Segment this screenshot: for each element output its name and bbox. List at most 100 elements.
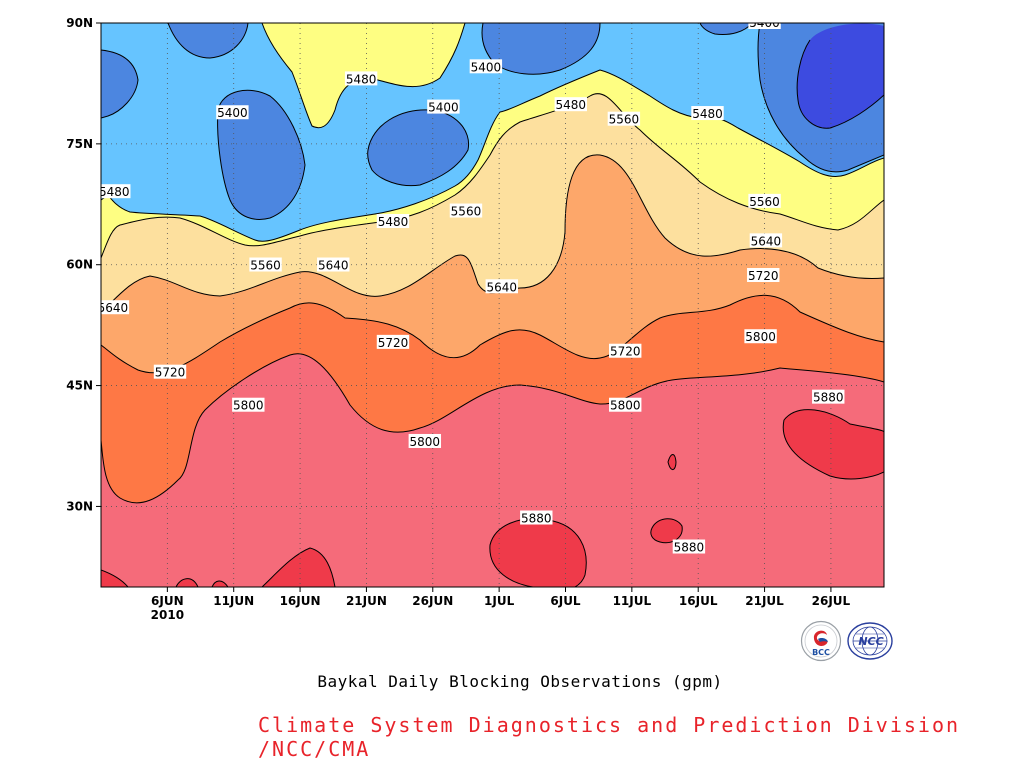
x-tick-label: 6JUL xyxy=(550,594,581,608)
ncc-logo-text: NCC xyxy=(858,635,883,648)
contour-label-bg xyxy=(691,106,724,121)
contour-label: 5400 xyxy=(427,99,460,115)
contour-label: 5640 xyxy=(317,257,350,273)
contour-label-text: 5480 xyxy=(378,215,409,229)
contour-label-text: 5560 xyxy=(250,259,281,273)
contour-label-bg xyxy=(376,214,410,229)
x-tick-label: 21JUN xyxy=(346,594,387,608)
contour-label-text: 5560 xyxy=(451,205,482,219)
contour-label: 5640 xyxy=(98,300,130,315)
contour-label-text: 5720 xyxy=(610,345,641,359)
contour-label-bg xyxy=(748,193,781,208)
contour-label-text: 5640 xyxy=(318,259,349,273)
fill-above-5880-blob-4 xyxy=(101,570,128,587)
contour-label: 5800 xyxy=(408,433,442,449)
x-tick-label: 1JUL xyxy=(484,594,515,608)
contour-label: 5720 xyxy=(609,343,642,359)
contour-label-bg xyxy=(609,397,642,412)
fill-above-5880-blob-6 xyxy=(176,578,228,587)
contour-label-bg xyxy=(427,99,460,114)
contour-label-bg xyxy=(408,433,442,448)
contour-label-bg xyxy=(101,184,131,199)
contour-label-text: 5400 xyxy=(471,60,502,74)
fill-below-5400-5 xyxy=(482,23,600,75)
contour-label: 5480 xyxy=(344,71,378,86)
contour-label: 5400 xyxy=(748,16,781,30)
ncc-logo: NCC xyxy=(847,622,893,660)
x-axis: 6JUN 11JUN 16JUN 21JUN 26JUN 1JUL 6JUL 11JUL 16J… xyxy=(151,587,851,622)
contour-label-text: 5880 xyxy=(521,512,552,526)
contour-label-bg xyxy=(317,257,350,272)
contour-label-bg xyxy=(344,71,378,86)
contour-label-bg xyxy=(376,334,410,349)
contour-label-bg xyxy=(609,343,642,358)
contour-label: 5800 xyxy=(609,397,642,413)
fill-below-5400-8 xyxy=(797,23,884,129)
x-tick-label: 16JUL xyxy=(679,594,718,608)
fill-above-5880-blob-7 xyxy=(668,454,676,470)
fill-above-5880-blob-1 xyxy=(489,518,587,587)
y-tick-label: 45N xyxy=(66,379,93,393)
contour-label-text: 5720 xyxy=(378,336,409,350)
fill-above-5880-blob-2 xyxy=(650,518,683,543)
contour-label-bg xyxy=(554,97,587,112)
contour-label: 5800 xyxy=(232,397,265,413)
contour-label: 5880 xyxy=(812,389,845,405)
y-tick-label: 30N xyxy=(66,499,93,513)
contour-label: 5800 xyxy=(744,329,777,344)
contour-label-text: 5400 xyxy=(217,106,248,120)
contour-label-bg xyxy=(744,329,777,344)
contour-label-text: 5560 xyxy=(749,195,780,209)
x-tick-label: 26JUN xyxy=(412,594,453,608)
x-tick-label: 6JUN xyxy=(151,594,184,608)
contour-label-bg xyxy=(449,203,483,218)
contour-label-text: 5800 xyxy=(745,330,776,344)
bcc-logo-text: BCC xyxy=(812,648,830,657)
contour-label-text: 5400 xyxy=(749,16,780,30)
contour-label: 5560 xyxy=(748,193,781,209)
contour-label-text: 5480 xyxy=(346,72,377,86)
contour-label: 5480 xyxy=(101,184,131,199)
contour-label-bg xyxy=(812,389,845,404)
y-tick-label: 90N xyxy=(66,16,93,30)
contour-label-bg xyxy=(607,111,641,126)
contour-label-bg xyxy=(485,279,518,294)
contour-label-text: 5640 xyxy=(751,234,782,248)
fill-above-5880-blob-5 xyxy=(262,548,335,587)
y-axis: 30N 45N 60N 75N 90N xyxy=(66,16,101,513)
x-tick-label: 21JUL xyxy=(745,594,784,608)
contour-labels: 5400 5480 5400 5400 5400 5480 5560 5480 5480 5480… xyxy=(98,16,845,555)
contour-label-bg xyxy=(249,257,282,272)
contour-label-text: 5640 xyxy=(98,301,129,315)
contour-label: 5480 xyxy=(691,106,724,121)
contour-label: 5720 xyxy=(153,364,187,380)
plot-frame xyxy=(100,22,885,588)
contour-fills: 5400 5480 5400 5400 5400 5480 5560 5480 5480 5480… xyxy=(98,16,884,587)
contour-label-text: 5800 xyxy=(410,435,441,449)
contour-label-bg xyxy=(469,59,503,74)
contour-label-bg xyxy=(153,364,187,379)
contour-label-bg xyxy=(672,539,706,554)
fill-below-5400-3 xyxy=(217,90,305,220)
bcc-logo: BCC xyxy=(800,620,842,662)
contour-label-bg xyxy=(748,23,781,29)
grid-lines xyxy=(101,23,884,587)
contour-label: 5720 xyxy=(747,267,780,283)
contour-label-text: 5480 xyxy=(692,107,723,121)
contour-label: 5640 xyxy=(749,233,783,248)
y-tick-label: 75N xyxy=(66,137,93,151)
fill-below-5400-1 xyxy=(101,50,138,118)
contour-label-text: 5800 xyxy=(233,399,264,413)
contour-label-text: 5800 xyxy=(610,399,641,413)
contour-label-text: 5720 xyxy=(748,269,779,283)
y-tick-label: 60N xyxy=(66,258,93,272)
contour-label-text: 5400 xyxy=(428,101,459,115)
x-tick-label: 11JUN xyxy=(213,594,254,608)
x-year-label: 2010 xyxy=(151,608,184,622)
contour-label-text: 5880 xyxy=(674,541,705,555)
contour-label: 5560 xyxy=(607,111,641,127)
contour-label-bg xyxy=(232,397,265,412)
contour-label: 5480 xyxy=(376,214,410,229)
contour-label-text: 5640 xyxy=(487,280,518,294)
fill-below-5400-4 xyxy=(367,109,469,186)
